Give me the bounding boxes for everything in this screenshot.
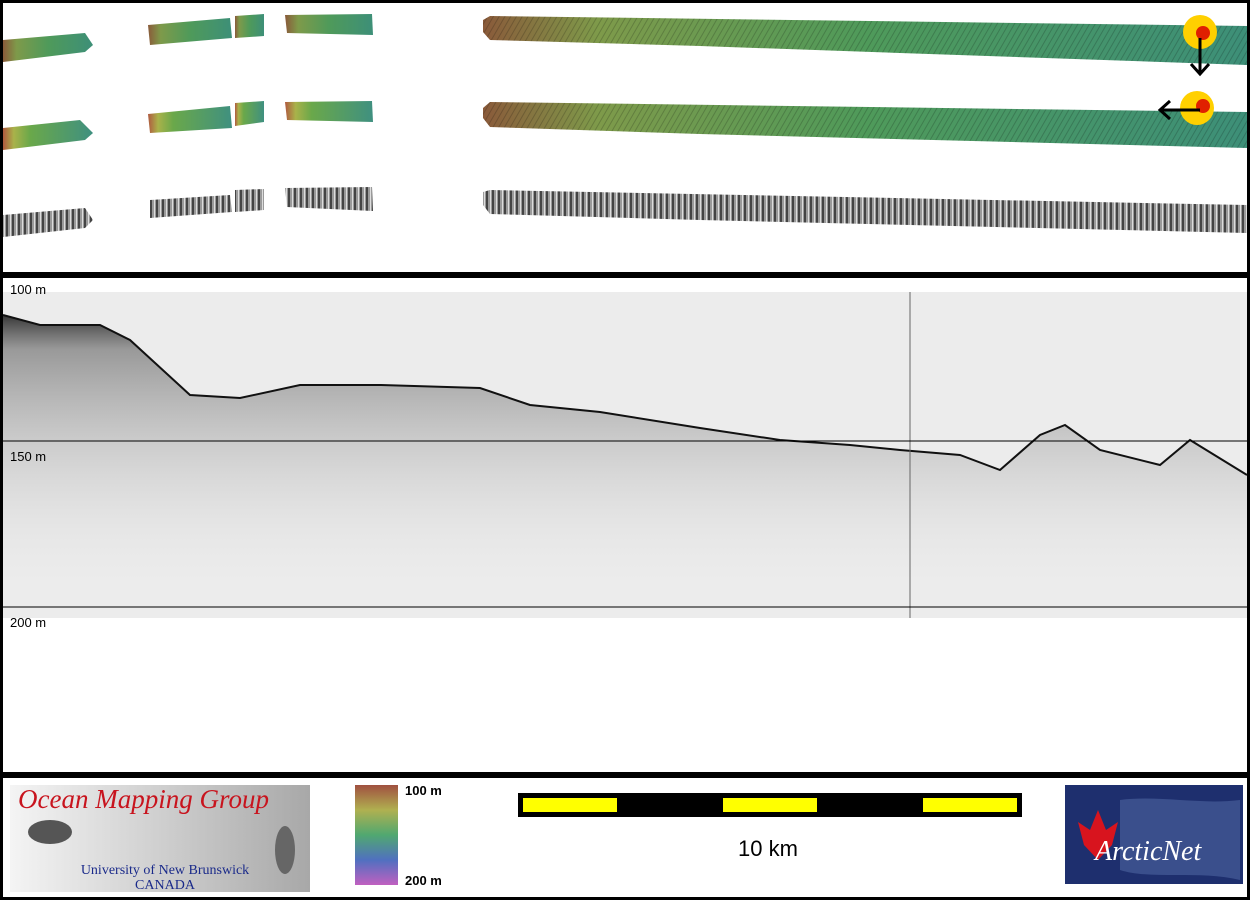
swath-row-top: [3, 14, 1247, 65]
seabed-line: [2, 314, 1248, 476]
swath-row-middle: [3, 101, 1247, 150]
scale-bar: [518, 793, 1022, 817]
colorbar-label: 200 m: [405, 873, 442, 888]
sun-icons: [1157, 15, 1217, 125]
depth-label: 150 m: [10, 449, 46, 464]
omg-university: University of New Brunswick: [81, 863, 249, 878]
scale-label: 10 km: [738, 836, 798, 861]
omg-title: Ocean Mapping Group: [18, 784, 269, 814]
omg-logo: Ocean Mapping Group University of New Br…: [10, 784, 310, 893]
colorbar-label: 100 m: [405, 783, 442, 798]
subbottom-fill: [3, 315, 1247, 600]
swath-row-backscatter: [3, 187, 1247, 237]
arcticnet-title: ArcticNet: [1093, 836, 1202, 867]
arcticnet-logo: ArcticNet: [1065, 785, 1243, 884]
omg-country: CANADA: [135, 878, 196, 893]
depth-label: 200 m: [10, 615, 46, 630]
depth-label: 100 m: [10, 282, 46, 297]
colorbar: [355, 785, 398, 885]
